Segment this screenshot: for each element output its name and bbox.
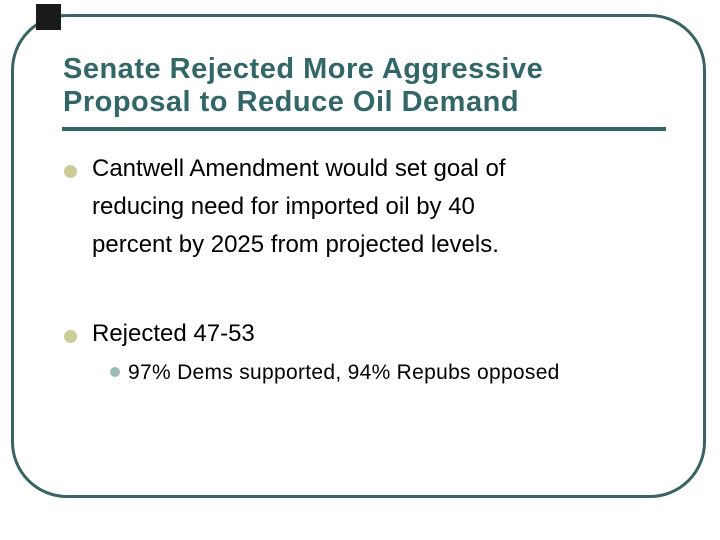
corner-decoration-block [36, 4, 61, 30]
title-underline-rule [62, 127, 666, 131]
bullet-text-rejected-vote: Rejected 47-53 [92, 315, 255, 353]
bullet-text-line: Rejected 47-53 [92, 320, 255, 347]
sub-bullet-text-vote-breakdown: 97% Dems supported, 94% Repubs opposed [128, 356, 560, 389]
bullet-text-line: percent by 2025 from projected levels. [92, 231, 499, 258]
sub-bullet-text-line: 97% Dems supported, 94% Repubs opposed [128, 361, 560, 384]
bullet-text-line: Cantwell Amendment would set goal of [92, 155, 506, 182]
bullet-text-line: reducing need for imported oil by 40 [92, 193, 475, 220]
bullet-text-cantwell-amendment: Cantwell Amendment would set goal of red… [92, 150, 506, 264]
list-item: Rejected 47-53 [64, 315, 255, 353]
slide-title-line-2: Proposal to Reduce Oil Demand [63, 86, 520, 118]
sub-list-item: 97% Dems supported, 94% Repubs opposed [110, 356, 560, 389]
bullet-icon [64, 330, 77, 343]
bullet-icon [64, 165, 77, 178]
list-item: Cantwell Amendment would set goal of red… [64, 150, 506, 264]
slide-title-line-1: Senate Rejected More Aggressive [63, 53, 544, 85]
slide-border-frame [11, 14, 706, 498]
slide-title: Senate Rejected More Aggressive Proposal… [63, 53, 673, 119]
sub-bullet-icon [110, 367, 120, 377]
